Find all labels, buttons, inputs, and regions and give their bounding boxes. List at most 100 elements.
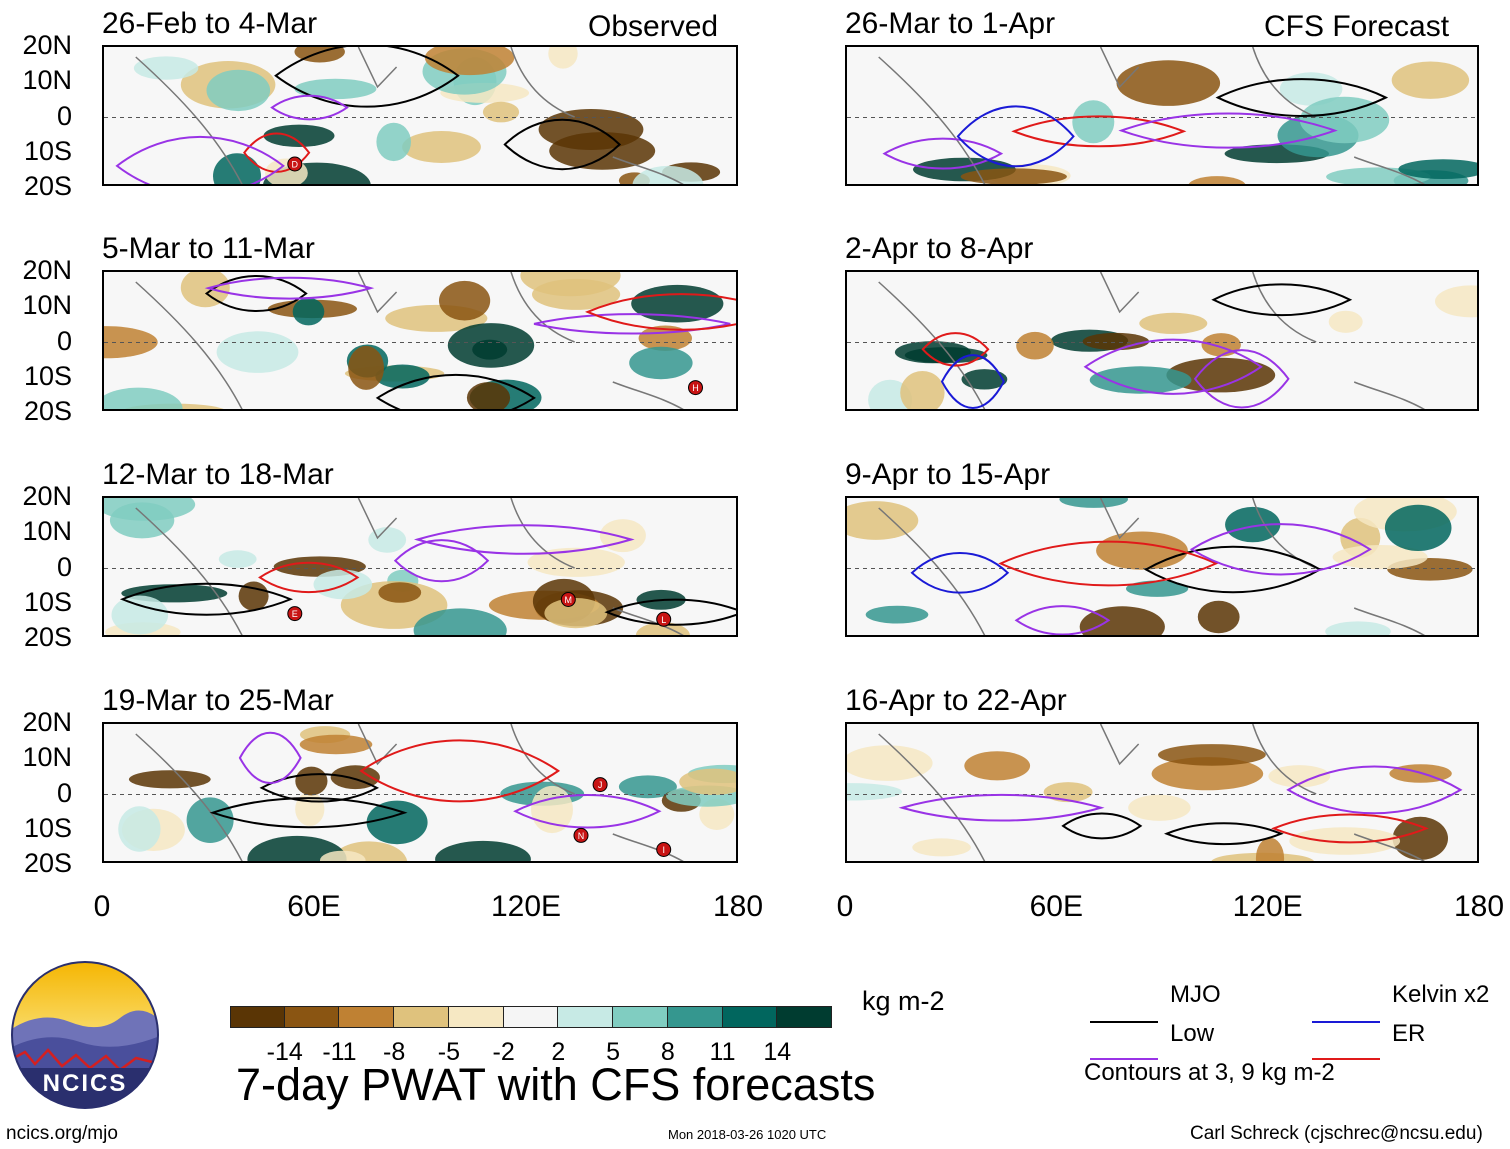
anomaly-region bbox=[348, 345, 384, 390]
y-tick-label: 20N bbox=[22, 481, 72, 511]
colorbar-tick-label: -8 bbox=[383, 1038, 406, 1066]
storm-marker: J bbox=[592, 777, 608, 793]
anomaly-region bbox=[435, 840, 531, 861]
x-tick-label: 120E bbox=[490, 890, 562, 923]
colorbar-swatch bbox=[339, 1006, 395, 1028]
anomaly-region bbox=[1325, 621, 1391, 635]
footer-url[interactable]: ncics.org/mjo bbox=[6, 1123, 118, 1144]
wave-contour bbox=[533, 313, 731, 335]
legend-label-low: Low bbox=[1170, 1020, 1215, 1047]
anomaly-region bbox=[1332, 545, 1428, 570]
anomaly-region bbox=[378, 582, 422, 603]
colorbar-tick-label: 8 bbox=[660, 1038, 675, 1066]
coastline bbox=[878, 724, 1425, 861]
wave-contour bbox=[1164, 822, 1284, 846]
wave-contour bbox=[898, 793, 1105, 822]
anomaly-region bbox=[368, 527, 407, 553]
anomaly-region bbox=[549, 132, 656, 170]
coastline bbox=[135, 47, 684, 184]
wave-contour bbox=[513, 794, 662, 829]
legend-label-er: ER bbox=[1392, 1020, 1426, 1047]
legend-line-kelvin bbox=[1312, 1021, 1380, 1023]
wave-contour bbox=[940, 354, 1005, 409]
panel-title: 9-Apr to 15-Apr bbox=[845, 458, 1051, 491]
panel-title: 5-Mar to 11-Mar bbox=[102, 232, 315, 265]
wave-contour bbox=[910, 552, 1010, 594]
y-tick-label: 0 bbox=[56, 325, 72, 356]
colorbar-tick-label: 2 bbox=[551, 1038, 566, 1066]
panel-title: 12-Mar to 18-Mar bbox=[102, 458, 334, 491]
y-tick-label: 10N bbox=[22, 742, 72, 773]
coastline bbox=[135, 272, 684, 409]
wave-contour bbox=[238, 731, 302, 784]
storm-letter: D bbox=[292, 160, 299, 170]
anomaly-region bbox=[118, 806, 161, 852]
anomaly-region bbox=[1188, 176, 1246, 184]
anomaly-region bbox=[1391, 61, 1470, 99]
anomaly-region bbox=[865, 605, 929, 624]
footer-timestamp: Mon 2018-03-26 1020 UTC bbox=[668, 1127, 827, 1142]
anomaly-region bbox=[180, 272, 230, 308]
anomaly-region bbox=[1079, 606, 1165, 635]
colorbar-tick-label: -14 bbox=[266, 1038, 303, 1066]
wave-contour bbox=[1118, 112, 1338, 149]
panel-title: 26-Mar to 1-Apr bbox=[845, 7, 1056, 40]
observed-map-0: D bbox=[102, 45, 738, 186]
coastline bbox=[878, 498, 1425, 635]
anomaly-region bbox=[299, 734, 373, 755]
panel-title: 16-Apr to 22-Apr bbox=[845, 684, 1067, 717]
x-tick-label: 60E bbox=[287, 890, 341, 923]
anomaly-region bbox=[1016, 331, 1054, 360]
wave-contour bbox=[585, 293, 736, 331]
wave-contour bbox=[359, 739, 561, 803]
colorbar-swatch bbox=[558, 1006, 614, 1028]
wave-contour bbox=[119, 582, 294, 616]
anomaly-region bbox=[912, 838, 971, 857]
y-tick-label: 10S bbox=[23, 812, 72, 843]
anomaly-region bbox=[111, 595, 169, 635]
wave-contour bbox=[921, 332, 990, 367]
anomaly-region bbox=[109, 502, 175, 539]
storm-marker: D bbox=[287, 156, 303, 172]
anomaly-region bbox=[1096, 531, 1188, 570]
anomaly-region bbox=[376, 122, 412, 162]
anomaly-region bbox=[527, 547, 625, 577]
y-tick-label: 20S bbox=[23, 622, 72, 652]
wave-contour bbox=[204, 275, 308, 312]
anomaly-region bbox=[1384, 504, 1452, 551]
colorbar-swatch bbox=[230, 1006, 285, 1028]
anomaly-region bbox=[618, 775, 677, 799]
colorbar-swatch bbox=[394, 1006, 449, 1028]
y-tick-label: 20S bbox=[23, 848, 72, 878]
colorbar-swatch bbox=[722, 1006, 778, 1028]
wave-contour bbox=[1215, 78, 1389, 117]
coastline bbox=[135, 498, 684, 635]
y-tick-label: 20S bbox=[23, 396, 72, 426]
anomaly-region bbox=[1059, 498, 1128, 508]
anomaly-region bbox=[238, 581, 269, 611]
anomaly-region bbox=[263, 124, 335, 147]
y-tick-label: 20S bbox=[23, 171, 72, 201]
storm-marker: N bbox=[573, 827, 589, 843]
forecast-map-2 bbox=[845, 496, 1479, 637]
wave-contour bbox=[998, 540, 1219, 587]
storm-marker: I bbox=[656, 842, 672, 857]
anomaly-region bbox=[1392, 816, 1448, 860]
legend-label-kelvin: Kelvin x2 bbox=[1392, 981, 1490, 1008]
figure-title: 7-day PWAT with CFS forecasts bbox=[236, 1059, 876, 1110]
colorbar-tick-label: 14 bbox=[763, 1038, 792, 1066]
forecast-map-0 bbox=[845, 45, 1479, 186]
x-tick-label: 60E bbox=[1029, 890, 1084, 923]
wave-contour bbox=[1211, 283, 1353, 317]
wave-contour bbox=[503, 118, 622, 171]
anomaly-region bbox=[213, 153, 261, 184]
anomaly-region bbox=[218, 550, 257, 568]
wave-contour bbox=[1014, 605, 1111, 635]
anomaly-region bbox=[548, 47, 578, 69]
wave-contour bbox=[1189, 523, 1372, 576]
y-tick-label: 10S bbox=[23, 135, 72, 166]
colorbar: -14 -11 -8 -5 -2 2 5 8 11 14 bbox=[230, 1006, 832, 1066]
coastline bbox=[135, 724, 684, 861]
forecast-map-3 bbox=[845, 722, 1479, 863]
anomaly-region bbox=[294, 78, 377, 100]
